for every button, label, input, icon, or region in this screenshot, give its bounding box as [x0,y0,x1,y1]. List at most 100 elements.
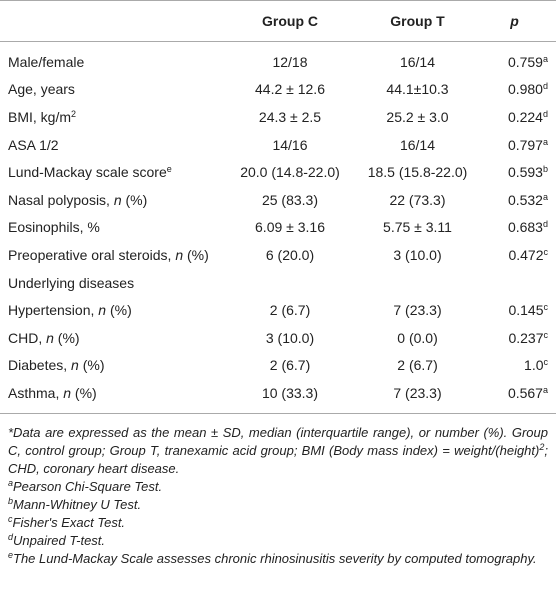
cell: 44.2 ± 12.6 [255,81,325,98]
p-cell: 0.224d [480,103,556,131]
text: Lund-Mackay scale score [8,164,167,181]
p-cell: 0.237c [480,324,556,352]
cell: 20.0 (14.8-22.0) [240,164,340,181]
p-value: 0.472 [508,246,544,263]
table-row: BMI, kg/m2 24.3 ± 2.5 25.2 ± 3.0 0.224d [0,103,556,131]
p-cell: 1.0c [480,352,556,380]
superscript: e [8,549,14,560]
note-mark: c [543,246,549,257]
cell: 0 (0.0) [397,329,438,346]
superscript: 2 [539,441,545,452]
text: Diabetes, [8,357,72,374]
cell: 6.09 ± 3.16 [255,219,325,236]
row-label: Preoperative oral steroids, n (%) [0,241,225,269]
header-row: Group C Group T p [0,0,556,42]
cell: 3 (10.0) [265,329,315,346]
text: (%) [53,329,80,346]
p-value: 0.237 [508,329,544,346]
table-row: ASA 1/2 14/16 16/14 0.797a [0,131,556,159]
p-value: 0.567 [507,384,543,401]
table-body: Male/female 12/18 16/14 0.759a Age, years 44.… [0,42,556,414]
cell: 3 (10.0) [393,246,442,263]
text: Preoperative oral steroids, [8,246,176,263]
table-row: Age, years 44.2 ± 12.6 44.1±10.3 0.980d [0,76,556,104]
cell: 18.5 (15.8-22.0) [367,164,468,181]
footnote: bMann-Whitney U Test. [8,496,548,514]
text: n [113,191,122,208]
text: n [63,384,72,401]
cell: 44.1±10.3 [386,81,449,98]
cell: 25.2 ± 3.0 [386,108,449,125]
superscript: 2 [71,108,77,119]
text: Pearson Chi-Square Test. [13,478,163,494]
text: n [175,246,184,263]
table-row: CHD, n (%) 3 (10.0) 0 (0.0) 0.237c [0,324,556,352]
footnote: dUnpaired T-test. [8,532,548,550]
table-row: Eosinophils, % 6.09 ± 3.16 5.75 ± 3.11 0.68… [0,214,556,242]
cell [355,269,480,297]
cell [225,269,355,297]
table-header: Group C Group T p [0,0,556,42]
p-value: 0.683 [507,219,543,236]
p-cell: 0.567a [480,379,556,414]
p-value: 0.532 [507,191,543,208]
text: Asthma, [8,384,64,401]
row-label: Lund-Mackay scale scoree [0,158,225,186]
row-label: BMI, kg/m2 [0,103,225,131]
cell: 22 (73.3) [389,191,446,208]
footnote: cFisher's Exact Test. [8,514,548,532]
header-cell: p [480,0,556,42]
row-label: Underlying diseases [0,269,225,297]
table-row: Preoperative oral steroids, n (%) 6 (20.0… [0,241,556,269]
note-mark: a [542,384,548,395]
text: Fisher's Exact Test. [12,514,126,530]
text: CHD, [8,329,47,346]
superscript: b [8,495,14,506]
cell: 7 (23.3) [393,302,442,319]
footnote: eThe Lund-Mackay Scale assesses chronic … [8,550,548,568]
table-row: Underlying diseases [0,269,556,297]
table-row: Asthma, n (%) 10 (33.3) 7 (23.3) 0.567a [0,379,556,414]
footnote: aPearson Chi-Square Test. [8,478,548,496]
text: BMI, kg/m [8,108,72,125]
p-cell: 0.593b [480,158,556,186]
text: n [98,302,107,319]
cell: 2 (6.7) [397,357,438,374]
footnote: *Data are expressed as the mean ± SD, me… [8,424,548,478]
text: Hypertension, [8,302,99,319]
note-mark: c [543,302,549,313]
text: (%) [71,384,97,401]
text: (%) [106,302,132,319]
p-value: 0.980 [507,81,543,98]
note-mark: d [542,108,548,119]
table-row: Lund-Mackay scale scoree 20.0 (14.8-22.0)… [0,158,556,186]
cell: 2 (6.7) [269,302,311,319]
text: Eosinophils, % [8,219,100,236]
note-mark: a [542,136,548,147]
superscript: e [166,164,172,175]
text: Underlying diseases [8,274,135,291]
cell: 16/14 [399,136,436,153]
note-mark: c [543,357,549,368]
superscript: a [8,477,14,488]
p-cell: 0.532a [480,186,556,214]
text: The Lund-Mackay Scale assesses chronic r… [13,550,537,566]
cell: 6 (20.0) [265,246,315,263]
header-cell [0,0,225,42]
data-table: Group C Group T p Male/female 12/18 16/14 0… [0,0,556,414]
row-label: ASA 1/2 [0,131,225,159]
cell: 5.75 ± 3.11 [383,219,452,236]
cell: 12/18 [272,53,308,70]
text: *Data are expressed as the mean ± SD, me… [8,424,548,458]
row-label: CHD, n (%) [0,324,225,352]
note-mark: d [542,219,548,230]
note-mark: a [542,53,548,64]
row-label: Eosinophils, % [0,214,225,242]
text: ; CHD, coronary heart disease. [8,442,548,476]
text: Unpaired T-test. [13,532,106,548]
p-cell: 0.145c [480,296,556,324]
row-label: Hypertension, n (%) [0,296,225,324]
p-value: 0.797 [507,136,543,153]
superscript: d [8,531,14,542]
